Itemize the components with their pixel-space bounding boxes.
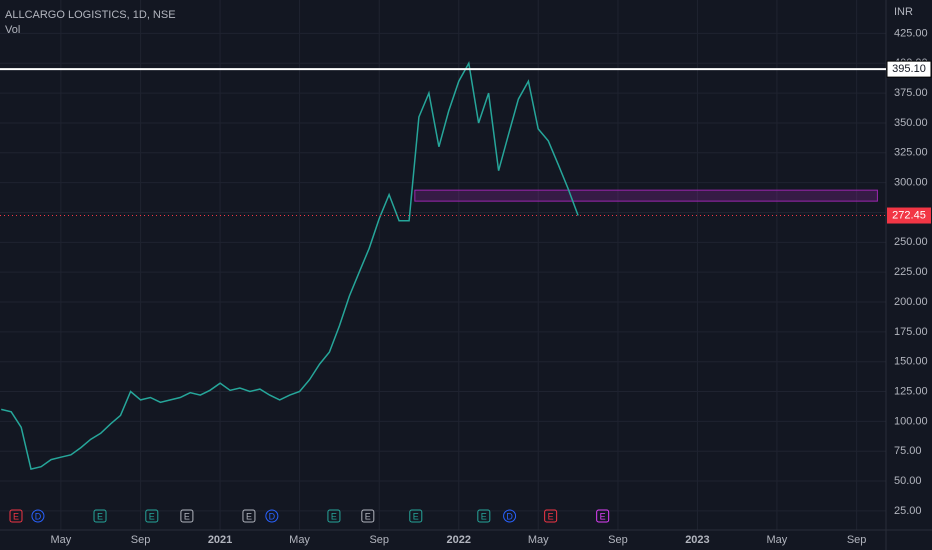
- x-tick-label: Sep: [608, 534, 628, 546]
- event-badge: [31, 509, 45, 523]
- currency: INR: [894, 6, 913, 18]
- y-tick-label: 75.00: [894, 445, 922, 457]
- y-tick-label: 50.00: [894, 475, 922, 487]
- last-price-label: 272.45: [892, 209, 926, 221]
- event-label: E: [13, 511, 19, 521]
- x-tick-label: Sep: [847, 534, 867, 546]
- event-label: D: [506, 511, 513, 521]
- event-label: E: [365, 511, 371, 521]
- event-badge: [9, 509, 23, 523]
- event-label: E: [600, 511, 606, 521]
- chart-title: ALLCARGO LOGISTICS, 1D, NSE: [5, 9, 176, 21]
- event-badge: [242, 509, 256, 523]
- y-tick-label: 300.00: [894, 177, 928, 189]
- y-tick-label: 375.00: [894, 87, 928, 99]
- event-badge: [503, 509, 517, 523]
- resistance-tag: [886, 60, 932, 78]
- y-tick-label: 100.00: [894, 415, 928, 427]
- x-tick-label: Sep: [131, 534, 151, 546]
- y-tick-label: 225.00: [894, 266, 928, 278]
- x-tick-label: 2023: [685, 534, 709, 546]
- event-label: E: [184, 511, 190, 521]
- y-tick-label: 250.00: [894, 236, 928, 248]
- event-badge: [361, 509, 375, 523]
- x-tick-label: May: [50, 534, 71, 546]
- event-label: D: [35, 511, 42, 521]
- y-tick-label: 350.00: [894, 117, 928, 129]
- event-label: E: [246, 511, 252, 521]
- zone: [414, 189, 878, 202]
- event-label: E: [413, 511, 419, 521]
- event-badge: [409, 509, 423, 523]
- y-tick-label: 25.00: [894, 505, 922, 517]
- event-badge: [596, 509, 610, 523]
- event-label: E: [149, 511, 155, 521]
- y-tick-label: 175.00: [894, 326, 928, 338]
- event-label: E: [548, 511, 554, 521]
- volume-label: Vol: [5, 24, 20, 36]
- y-tick-label: 325.00: [894, 147, 928, 159]
- event-label: E: [481, 511, 487, 521]
- plot-area: [0, 0, 886, 530]
- event-badge: [544, 509, 558, 523]
- event-badge: [145, 509, 159, 523]
- x-tick-label: 2022: [447, 534, 471, 546]
- event-badge: [93, 509, 107, 523]
- event-badge: [477, 509, 491, 523]
- event-badge: [265, 509, 279, 523]
- event-label: E: [97, 511, 103, 521]
- event-badge: [180, 509, 194, 523]
- y-tick-label: 425.00: [894, 27, 928, 39]
- x-tick-label: May: [528, 534, 549, 546]
- last-price-tag: [887, 207, 931, 224]
- y-tick-label: 200.00: [894, 296, 928, 308]
- event-label: D: [269, 511, 276, 521]
- resistance-label: 395.10: [892, 63, 926, 75]
- event-badge: [327, 509, 341, 523]
- x-tick-label: May: [767, 534, 788, 546]
- price-line: [1, 61, 579, 471]
- x-tick-label: Sep: [369, 534, 389, 546]
- x-tick-label: May: [289, 534, 310, 546]
- y-tick-label: 125.00: [894, 385, 928, 397]
- y-tick-label: 150.00: [894, 356, 928, 368]
- x-tick-label: 2021: [208, 534, 232, 546]
- event-label: E: [331, 511, 337, 521]
